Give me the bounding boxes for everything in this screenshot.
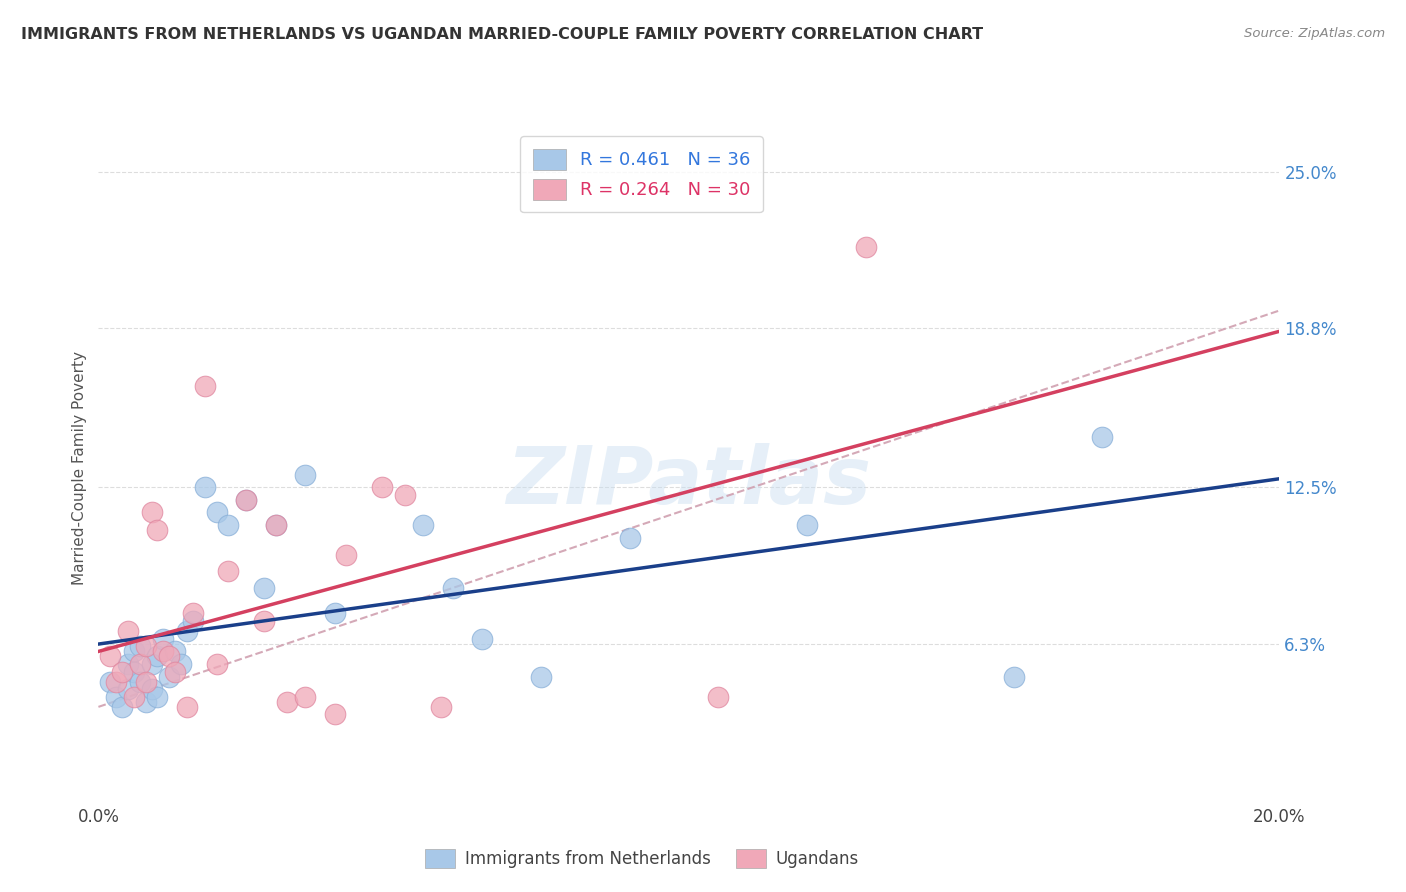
Point (111, 665, 134, 679)
Point (117, 682, 139, 697)
Point (128, 640, 150, 654)
Point (146, 690, 169, 704)
Point (181, 607, 204, 621)
Point (530, 669, 553, 683)
Point (157, 649, 180, 664)
Point (165, 665, 187, 679)
Point (181, 614, 204, 628)
Point (707, 690, 730, 704)
Point (217, 564, 239, 578)
Point (152, 644, 174, 658)
Point (335, 549, 357, 563)
Point (619, 531, 641, 545)
Point (105, 690, 128, 704)
Point (323, 707, 346, 722)
Text: ZIPatlas: ZIPatlas (506, 442, 872, 521)
Point (165, 644, 187, 658)
Point (1091, 430, 1114, 444)
Point (323, 607, 346, 621)
Point (205, 657, 228, 671)
Point (471, 632, 494, 646)
Point (146, 649, 169, 664)
Point (135, 674, 157, 689)
Point (264, 518, 287, 533)
Point (371, 480, 394, 494)
Point (235, 492, 257, 507)
Point (157, 669, 180, 683)
Point (135, 695, 157, 709)
Point (253, 614, 276, 628)
Point (98, 674, 121, 689)
Point (141, 657, 163, 671)
Point (128, 674, 150, 689)
Point (264, 518, 287, 533)
Point (1002, 669, 1025, 683)
Point (235, 492, 257, 507)
Point (122, 644, 145, 658)
Point (430, 699, 453, 714)
Point (141, 682, 163, 697)
Legend: Immigrants from Netherlands, Ugandans: Immigrants from Netherlands, Ugandans (418, 842, 866, 875)
Point (194, 480, 217, 494)
Point (122, 690, 145, 704)
Point (98, 649, 121, 664)
Point (176, 624, 198, 639)
Point (105, 674, 128, 689)
Point (146, 523, 169, 537)
Point (152, 632, 174, 646)
Point (855, 240, 877, 254)
Point (128, 657, 150, 671)
Point (412, 518, 434, 533)
Point (117, 657, 139, 671)
Point (294, 690, 316, 704)
Point (176, 699, 198, 714)
Point (111, 699, 134, 714)
Point (796, 518, 818, 533)
Point (394, 488, 416, 502)
Text: Source: ZipAtlas.com: Source: ZipAtlas.com (1244, 27, 1385, 40)
Point (276, 695, 298, 709)
Point (441, 581, 464, 595)
Point (253, 581, 276, 595)
Point (205, 506, 228, 520)
Point (122, 665, 145, 679)
Point (141, 506, 163, 520)
Y-axis label: Married-Couple Family Poverty: Married-Couple Family Poverty (72, 351, 87, 585)
Text: IMMIGRANTS FROM NETHERLANDS VS UGANDAN MARRIED-COUPLE FAMILY POVERTY CORRELATION: IMMIGRANTS FROM NETHERLANDS VS UGANDAN M… (21, 27, 983, 42)
Point (170, 657, 193, 671)
Point (117, 624, 139, 639)
Point (194, 379, 217, 393)
Point (217, 518, 239, 533)
Point (135, 640, 157, 654)
Point (294, 467, 316, 482)
